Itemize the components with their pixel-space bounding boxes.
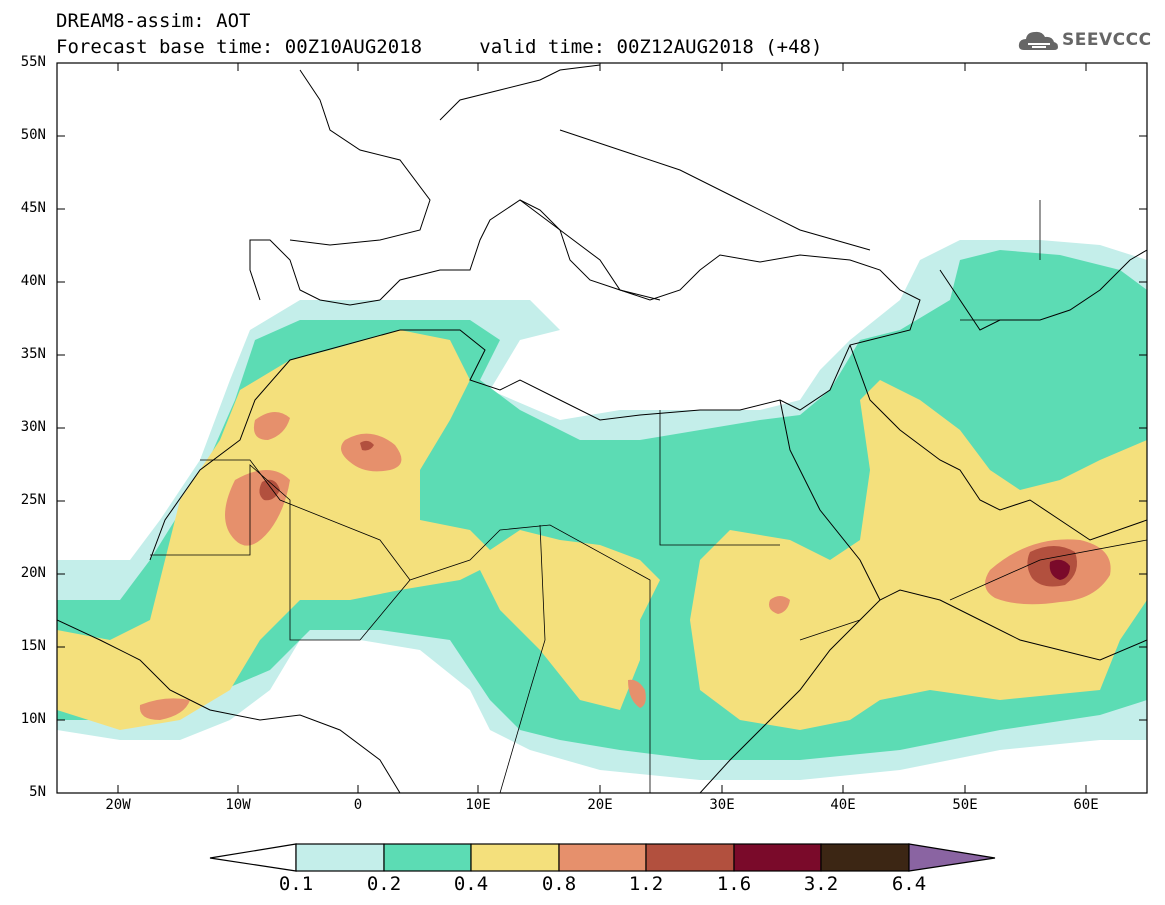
colorbar [209, 843, 996, 872]
colorbar-bin-2 [470, 843, 560, 872]
lon-label: 30E [709, 797, 735, 813]
colorbar-label: 0.2 [366, 873, 402, 895]
colorbar-label: 0.1 [278, 873, 314, 895]
title-times: Forecast base time: 00Z10AUG2018 valid t… [56, 36, 822, 58]
colorbar-bin-4 [645, 843, 735, 872]
colorbar-label: 0.4 [453, 873, 489, 895]
aot-band-0.4-east [690, 380, 1147, 730]
lon-label: 60E [1073, 797, 1099, 813]
lon-label: 10E [465, 797, 491, 813]
colorbar-bin-6 [820, 843, 910, 872]
colorbar-label: 1.2 [628, 873, 664, 895]
aot-band-1.2-a [259, 479, 280, 501]
aot-band-0.8-f [769, 596, 790, 614]
title-model: DREAM8-assim: AOT [56, 10, 251, 32]
base-time: Forecast base time: 00Z10AUG2018 [56, 36, 423, 58]
colorbar-left-arrow [209, 843, 297, 872]
lat-label: 40N [20, 273, 46, 289]
aot-band-0.8-e [139, 698, 190, 720]
lat-label: 20N [20, 565, 46, 581]
lon-label: 20W [105, 797, 131, 813]
lat-label: 30N [20, 419, 46, 435]
colorbar-bin-5 [733, 843, 822, 872]
lat-label: 15N [20, 638, 46, 654]
lat-label: 55N [20, 54, 46, 70]
lon-label: 0 [353, 797, 363, 813]
lat-label: 35N [20, 346, 46, 362]
aot-band-1.6 [1049, 559, 1070, 580]
cloud-icon [1018, 31, 1058, 50]
colorbar-bin-3 [558, 843, 647, 872]
valid-time: valid time: 00Z12AUG2018 (+48) [479, 36, 823, 58]
lat-label: 5N [29, 784, 46, 800]
colorbar-label: 1.6 [716, 873, 752, 895]
logo-text: SEEVCCC [1062, 30, 1152, 50]
lon-label: 20E [587, 797, 613, 813]
colorbar-bin-1 [383, 843, 472, 872]
lon-ticks [117, 63, 1087, 793]
lon-label: 10W [225, 797, 251, 813]
colorbar-label: 0.8 [541, 873, 577, 895]
colorbar-bin-0 [295, 843, 385, 872]
lon-label: 40E [830, 797, 856, 813]
colorbar-label: 3.2 [803, 873, 839, 895]
aot-band-0.4-central [475, 530, 660, 710]
coastlines [57, 64, 1147, 793]
lon-label: 50E [952, 797, 978, 813]
aot-band-0.8-b [341, 433, 402, 472]
colorbar-label: 6.4 [891, 873, 927, 895]
lat-label: 50N [20, 127, 46, 143]
borders [150, 200, 1147, 793]
aot-band-0.8-c [253, 411, 290, 440]
aot-band-0.8-g [628, 679, 646, 708]
lat-label: 10N [20, 711, 46, 727]
lat-label: 25N [20, 492, 46, 508]
aot-band-0.4-west [57, 330, 500, 730]
colorbar-right-arrow [908, 843, 996, 872]
aot-band-1.2-c [360, 440, 374, 451]
aot-fields [57, 240, 1147, 780]
lat-ticks [57, 62, 1147, 721]
lat-label: 45N [20, 200, 46, 216]
